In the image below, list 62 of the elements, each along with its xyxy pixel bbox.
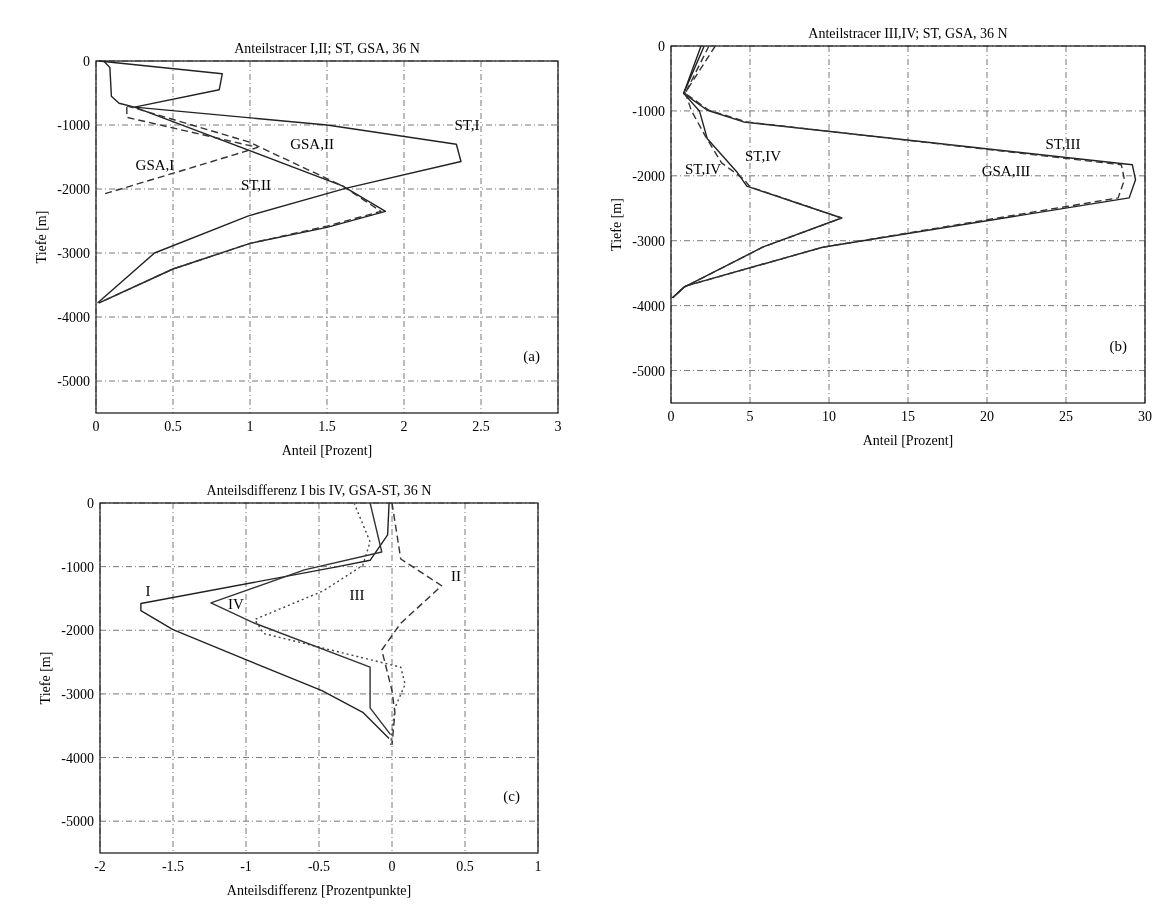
- x-tick-label: 3: [554, 419, 562, 434]
- series-label: II: [451, 568, 461, 584]
- y-tick-label: -3000: [57, 246, 90, 261]
- y-tick-label: -5000: [57, 374, 90, 389]
- x-tick-label: 20: [980, 409, 994, 424]
- series-label: ST,IV: [745, 148, 782, 164]
- series-label: GSA,II: [290, 136, 334, 152]
- y-tick-label: -4000: [632, 298, 665, 314]
- x-tick-label: 5: [746, 409, 754, 424]
- x-tick-label: 2: [400, 419, 408, 434]
- series-label: IV: [228, 596, 245, 612]
- annotation: (c): [503, 788, 520, 805]
- annotation: (b): [1109, 338, 1127, 355]
- chart-title: Anteilstracer III,IV; ST, GSA, 36 N: [808, 26, 1008, 41]
- y-tick-label: -1000: [632, 103, 665, 119]
- series-label: I: [145, 583, 151, 599]
- series-label: ST,IV: [685, 161, 722, 177]
- series-label: GSA,III: [981, 163, 1031, 179]
- x-tick-label: -2: [94, 859, 106, 874]
- y-tick-label: -3000: [632, 233, 665, 249]
- x-tick-label: 2.5: [472, 419, 490, 434]
- x-axis-title: Anteilsdifferenz [Prozentpunkte]: [226, 883, 412, 898]
- y-tick-label: -5000: [61, 814, 94, 830]
- y-tick-label: -2000: [61, 623, 94, 639]
- x-tick-label: -1.5: [161, 859, 185, 874]
- y-tick-label: -4000: [57, 310, 90, 325]
- x-tick-label: 0.5: [164, 419, 182, 434]
- y-tick-label: 0: [658, 39, 665, 54]
- y-tick-label: -1000: [61, 559, 94, 575]
- x-axis-title: Anteil [Prozent]: [281, 443, 373, 458]
- chart-title: Anteilsdifferenz I bis IV, GSA-ST, 36 N: [206, 483, 432, 498]
- x-tick-label: 15: [901, 409, 915, 424]
- y-tick-label: 0: [87, 496, 94, 511]
- x-tick-label: 1: [534, 859, 542, 874]
- series-label: ST,II: [240, 177, 272, 193]
- x-tick-label: 0: [388, 859, 396, 874]
- y-tick-label: -1000: [57, 118, 90, 133]
- y-axis-title: Tiefe [m]: [38, 651, 53, 705]
- x-tick-label: -1: [240, 859, 252, 874]
- y-tick-label: -2000: [632, 168, 665, 184]
- y-axis-title: Tiefe [m]: [609, 198, 624, 251]
- x-tick-label: 30: [1138, 409, 1152, 424]
- y-tick-label: -3000: [61, 686, 94, 702]
- y-tick-label: -4000: [61, 750, 94, 766]
- x-tick-label: 0.5: [456, 859, 474, 874]
- x-tick-label: 10: [822, 409, 836, 424]
- series-label: ST,I: [454, 117, 480, 133]
- x-tick-label: 0: [667, 409, 675, 424]
- chart-title: Anteilstracer I,II; ST, GSA, 36 N: [234, 41, 420, 56]
- x-tick-label: -0.5: [307, 859, 331, 874]
- x-tick-label: 25: [1059, 409, 1073, 424]
- y-tick-label: -2000: [57, 182, 90, 197]
- x-tick-label: 1: [246, 419, 254, 434]
- x-axis-title: Anteil [Prozent]: [862, 433, 954, 448]
- y-tick-label: -5000: [632, 363, 665, 379]
- y-axis-title: Tiefe [m]: [34, 210, 49, 264]
- series-label: ST,III: [1045, 136, 1081, 152]
- x-tick-label: 1.5: [318, 419, 336, 434]
- series-label: GSA,I: [135, 157, 175, 173]
- y-tick-label: 0: [83, 54, 90, 69]
- series-label: III: [349, 587, 365, 603]
- annotation: (a): [523, 348, 540, 365]
